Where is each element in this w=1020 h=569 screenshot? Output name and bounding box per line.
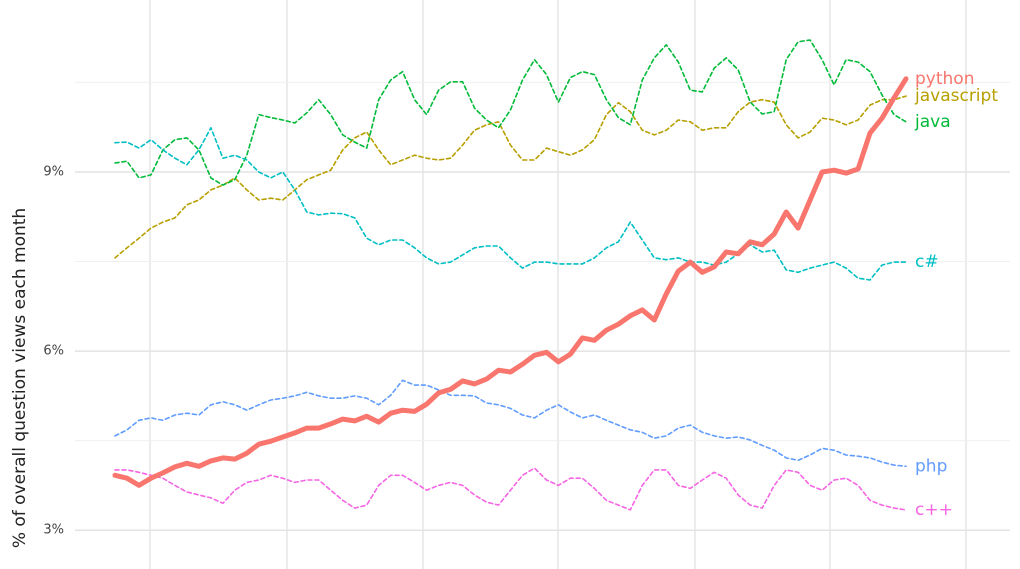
series-label: c++ <box>915 500 953 520</box>
y-tick-label: 9% <box>43 164 64 179</box>
series-label: python <box>915 69 974 89</box>
y-tick-label: 6% <box>43 344 64 359</box>
series-label: java <box>914 112 951 132</box>
series-label: c# <box>915 252 939 272</box>
series-line <box>114 379 907 468</box>
series-line <box>114 39 907 186</box>
series-line <box>114 95 907 259</box>
y-axis-title: % of overall question views each month <box>10 208 30 548</box>
series-line <box>112 76 909 488</box>
series-line <box>114 467 907 511</box>
series-label: php <box>915 456 947 476</box>
series-label: javascript <box>914 86 998 106</box>
y-tick-label: 3% <box>43 523 64 538</box>
series-line <box>114 127 907 281</box>
